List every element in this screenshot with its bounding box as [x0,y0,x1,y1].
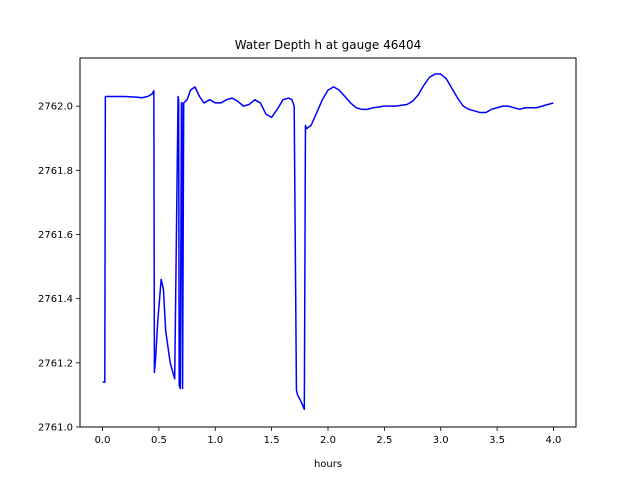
x-tick-label: 0.0 [95,435,111,446]
y-tick-label: 2761.0 [38,423,73,434]
y-axis-ticks: 2761.0 2761.2 2761.4 2761.6 2761.8 2762.0 [38,102,80,434]
chart-title: Water Depth h at gauge 46404 [235,38,422,52]
x-axis-ticks: 0.0 0.5 1.0 1.5 2.0 2.5 3.0 3.5 4.0 [95,427,562,446]
x-tick-label: 1.5 [264,435,280,446]
x-tick-label: 2.0 [320,435,336,446]
y-tick-label: 2762.0 [38,102,73,113]
y-tick-label: 2761.2 [38,358,73,369]
series-line [102,73,554,411]
x-tick-label: 2.5 [376,435,392,446]
x-tick-label: 4.0 [546,435,562,446]
x-tick-label: 3.0 [433,435,449,446]
y-tick-label: 2761.6 [38,230,73,241]
y-tick-label: 2761.8 [38,166,73,177]
x-axis-label: hours [314,459,342,470]
y-tick-label: 2761.4 [38,294,73,305]
x-tick-label: 1.0 [207,435,223,446]
x-tick-label: 0.5 [151,435,167,446]
plot-area [79,57,577,428]
plot-background [80,58,576,427]
x-tick-label: 3.5 [489,435,505,446]
